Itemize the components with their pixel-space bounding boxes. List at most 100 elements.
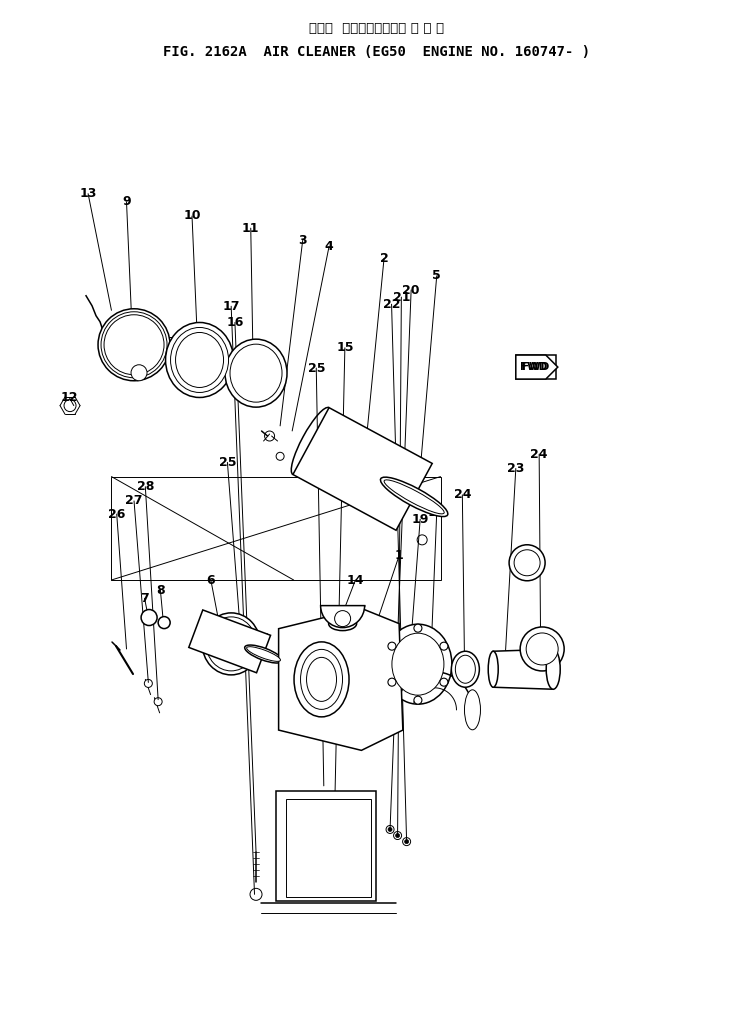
Ellipse shape (384, 625, 452, 704)
Circle shape (334, 610, 351, 627)
Ellipse shape (294, 642, 349, 717)
Text: 5: 5 (432, 270, 441, 282)
Circle shape (158, 617, 170, 629)
Circle shape (520, 627, 564, 671)
Circle shape (386, 825, 394, 834)
Ellipse shape (384, 480, 444, 514)
Circle shape (403, 838, 410, 846)
Ellipse shape (247, 647, 280, 661)
Text: 20: 20 (402, 284, 420, 296)
Ellipse shape (170, 328, 229, 392)
Text: 19: 19 (411, 513, 429, 525)
Ellipse shape (328, 617, 357, 631)
Text: 25: 25 (218, 456, 236, 468)
Circle shape (440, 678, 448, 686)
Text: FWD: FWD (520, 362, 547, 372)
Text: FIG. 2162A  AIR CLEANER (EG50  ENGINE NO. 160747- ): FIG. 2162A AIR CLEANER (EG50 ENGINE NO. … (163, 45, 590, 59)
Circle shape (145, 613, 153, 622)
Text: 15: 15 (336, 342, 354, 354)
Text: 6: 6 (206, 574, 215, 586)
Text: 14: 14 (346, 574, 364, 586)
Text: 8: 8 (156, 584, 165, 596)
Text: 21: 21 (392, 291, 410, 303)
Circle shape (380, 515, 384, 519)
Text: 25: 25 (307, 362, 325, 374)
Circle shape (264, 431, 275, 441)
Circle shape (394, 831, 401, 840)
Circle shape (414, 697, 422, 704)
Circle shape (526, 633, 558, 665)
Ellipse shape (175, 333, 224, 387)
Ellipse shape (451, 651, 480, 687)
Wedge shape (321, 605, 364, 628)
Text: 12: 12 (60, 391, 78, 404)
Circle shape (395, 523, 398, 527)
Bar (516, 355, 556, 379)
Text: 22: 22 (383, 298, 401, 310)
Ellipse shape (206, 617, 256, 671)
Ellipse shape (300, 649, 343, 710)
Circle shape (366, 508, 370, 512)
Text: 4: 4 (325, 240, 334, 252)
Text: 2: 2 (380, 252, 389, 265)
Polygon shape (189, 610, 270, 672)
Circle shape (98, 308, 170, 381)
Circle shape (514, 550, 540, 576)
Ellipse shape (456, 655, 475, 683)
Text: 28: 28 (136, 481, 154, 493)
Circle shape (417, 534, 427, 545)
Text: 26: 26 (108, 508, 126, 520)
Circle shape (414, 625, 422, 632)
Polygon shape (293, 408, 432, 530)
Circle shape (161, 620, 167, 626)
Ellipse shape (488, 651, 498, 687)
Circle shape (276, 452, 284, 460)
Ellipse shape (380, 478, 448, 516)
Text: 24: 24 (530, 448, 548, 460)
Bar (276, 791, 376, 900)
Circle shape (404, 840, 409, 844)
Circle shape (388, 827, 392, 831)
Circle shape (388, 642, 396, 650)
Circle shape (104, 314, 164, 375)
Text: 3: 3 (298, 234, 307, 246)
Text: 17: 17 (222, 300, 240, 312)
Text: FWD: FWD (522, 362, 550, 372)
Circle shape (509, 545, 545, 581)
Text: 23: 23 (507, 462, 525, 475)
Text: 11: 11 (242, 222, 260, 234)
Circle shape (373, 512, 377, 516)
Circle shape (64, 400, 76, 412)
Ellipse shape (546, 649, 560, 690)
Text: エアー  クリーナ　　　適 用 号 機: エアー クリーナ 適 用 号 機 (309, 21, 444, 34)
Text: 16: 16 (226, 316, 244, 329)
Ellipse shape (166, 322, 233, 397)
Circle shape (154, 698, 162, 706)
Text: 7: 7 (140, 592, 149, 604)
Polygon shape (516, 355, 558, 379)
Circle shape (440, 642, 448, 650)
Circle shape (131, 365, 147, 381)
Text: 18: 18 (428, 506, 446, 518)
Ellipse shape (230, 344, 282, 403)
Ellipse shape (225, 339, 287, 408)
Text: 27: 27 (125, 495, 143, 507)
Ellipse shape (245, 645, 282, 663)
Circle shape (387, 519, 392, 523)
Circle shape (145, 679, 152, 687)
Text: 9: 9 (122, 196, 131, 208)
Bar (286, 799, 371, 897)
Circle shape (141, 609, 157, 626)
Text: 24: 24 (453, 489, 471, 501)
Ellipse shape (306, 657, 337, 702)
Polygon shape (279, 608, 403, 750)
Text: 10: 10 (183, 210, 201, 222)
Polygon shape (111, 477, 441, 580)
Circle shape (395, 834, 400, 838)
Ellipse shape (202, 612, 261, 675)
Circle shape (250, 888, 262, 900)
Text: 13: 13 (79, 188, 97, 200)
Polygon shape (493, 649, 553, 690)
Ellipse shape (392, 633, 444, 696)
Ellipse shape (465, 690, 480, 730)
